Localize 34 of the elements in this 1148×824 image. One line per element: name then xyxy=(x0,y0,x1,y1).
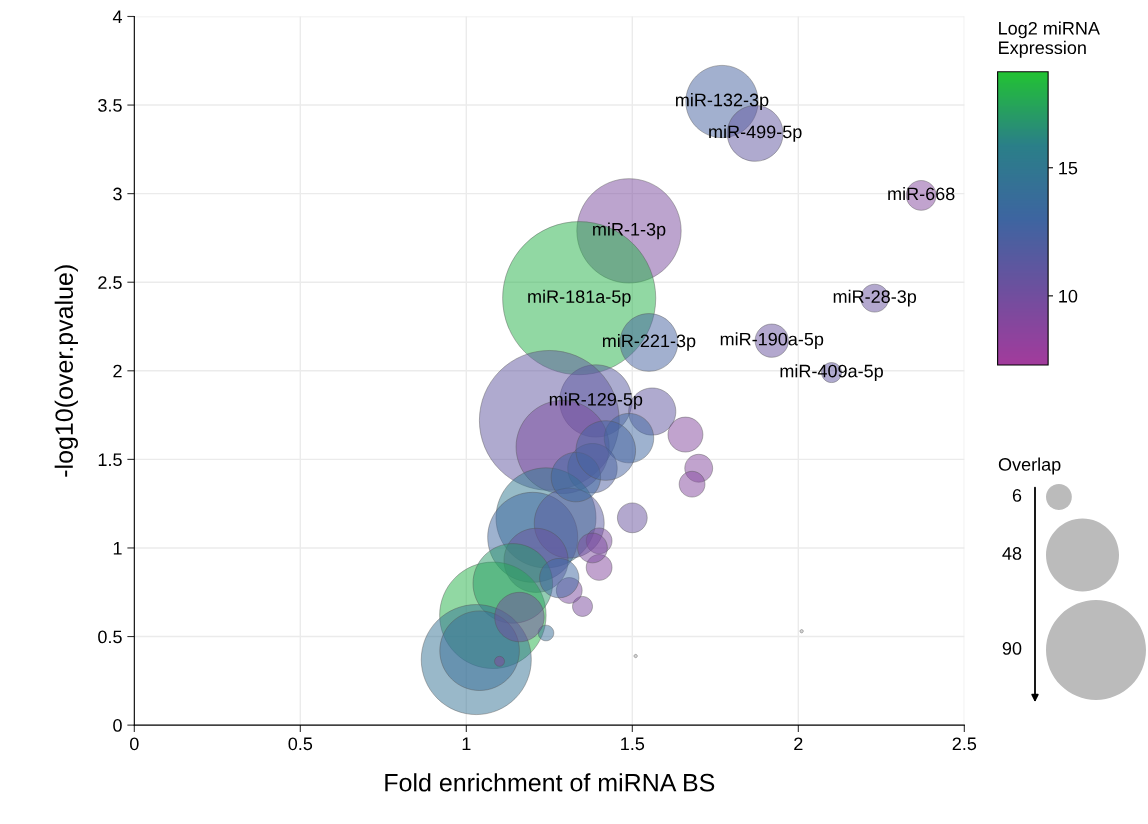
y-axis-title: -log10(over.pvalue) xyxy=(54,265,78,477)
x-axis-title: Fold enrichment of miRNA BS xyxy=(385,773,715,792)
annotation: miR-190a-5p xyxy=(720,332,824,350)
annotation: miR-409a-5p xyxy=(780,364,883,381)
legend-title: Overlap xyxy=(998,457,1061,475)
y-tick-label: 4 xyxy=(112,10,122,24)
y-tick-label: 2.5 xyxy=(98,276,122,289)
color-bar-label: 15 xyxy=(1059,161,1078,175)
legend-label: 48 xyxy=(1002,547,1022,560)
annotation: miR-668 xyxy=(888,187,955,201)
y-tick-label: 0 xyxy=(113,719,122,732)
color-bar-label: 10 xyxy=(1059,289,1078,303)
x-tick-label: 1 xyxy=(462,737,471,751)
annotation: miR-181a-5p xyxy=(528,289,631,307)
y-tick-label: 0.5 xyxy=(98,630,122,644)
x-tick-label: 0.5 xyxy=(288,737,313,751)
annotation: miR-28-3p xyxy=(833,289,917,307)
legend-label: 6 xyxy=(1012,489,1022,502)
annotation: miR-1-3p xyxy=(593,222,666,240)
y-tick-label: 1 xyxy=(113,542,122,555)
x-tick-label: 2 xyxy=(794,737,803,751)
y-tick-label: 3 xyxy=(113,187,122,201)
color-bar-title: Log2 miRNA Expression xyxy=(999,21,1100,58)
annotation: miR-129-5p xyxy=(549,392,643,410)
x-tick-label: 0 xyxy=(130,737,139,751)
annotation: miR-499-5p xyxy=(709,124,802,142)
x-tick-label: 2.5 xyxy=(952,737,977,751)
y-tick-label: 3.5 xyxy=(98,98,122,112)
annotation: miR-221-3p xyxy=(602,334,696,351)
annotation: miR-132-3p xyxy=(676,93,769,110)
y-tick-label: 1.5 xyxy=(98,453,122,467)
legend-label: 90 xyxy=(1002,642,1022,655)
x-tick-label: 1.5 xyxy=(621,737,645,751)
y-tick-label: 2 xyxy=(113,364,122,378)
